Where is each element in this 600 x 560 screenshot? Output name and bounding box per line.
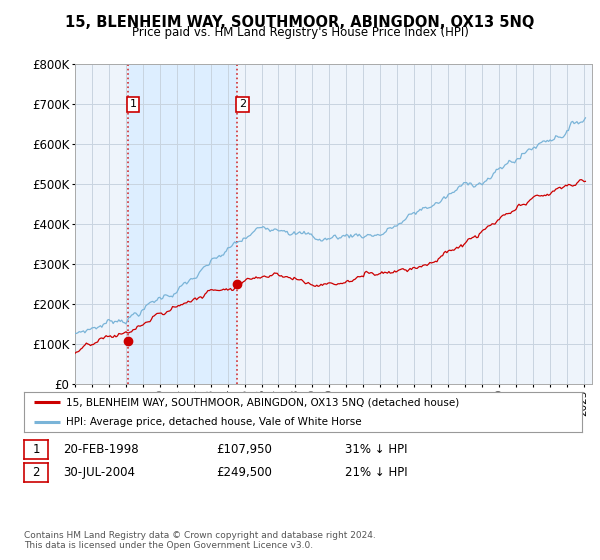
Text: 31% ↓ HPI: 31% ↓ HPI [345,443,407,456]
Text: 15, BLENHEIM WAY, SOUTHMOOR, ABINGDON, OX13 5NQ (detached house): 15, BLENHEIM WAY, SOUTHMOOR, ABINGDON, O… [66,398,459,408]
Text: 1: 1 [130,99,136,109]
Text: 20-FEB-1998: 20-FEB-1998 [63,443,139,456]
Text: Contains HM Land Registry data © Crown copyright and database right 2024.
This d: Contains HM Land Registry data © Crown c… [24,530,376,550]
Text: £107,950: £107,950 [216,443,272,456]
Text: Price paid vs. HM Land Registry's House Price Index (HPI): Price paid vs. HM Land Registry's House … [131,26,469,39]
Text: 15, BLENHEIM WAY, SOUTHMOOR, ABINGDON, OX13 5NQ: 15, BLENHEIM WAY, SOUTHMOOR, ABINGDON, O… [65,15,535,30]
Text: 21% ↓ HPI: 21% ↓ HPI [345,465,407,479]
Text: 2: 2 [32,465,40,479]
Text: 30-JUL-2004: 30-JUL-2004 [63,465,135,479]
Text: £249,500: £249,500 [216,465,272,479]
Text: 1: 1 [32,443,40,456]
Text: 2: 2 [239,99,246,109]
Bar [128,64,238,384]
Text: HPI: Average price, detached house, Vale of White Horse: HPI: Average price, detached house, Vale… [66,417,361,427]
